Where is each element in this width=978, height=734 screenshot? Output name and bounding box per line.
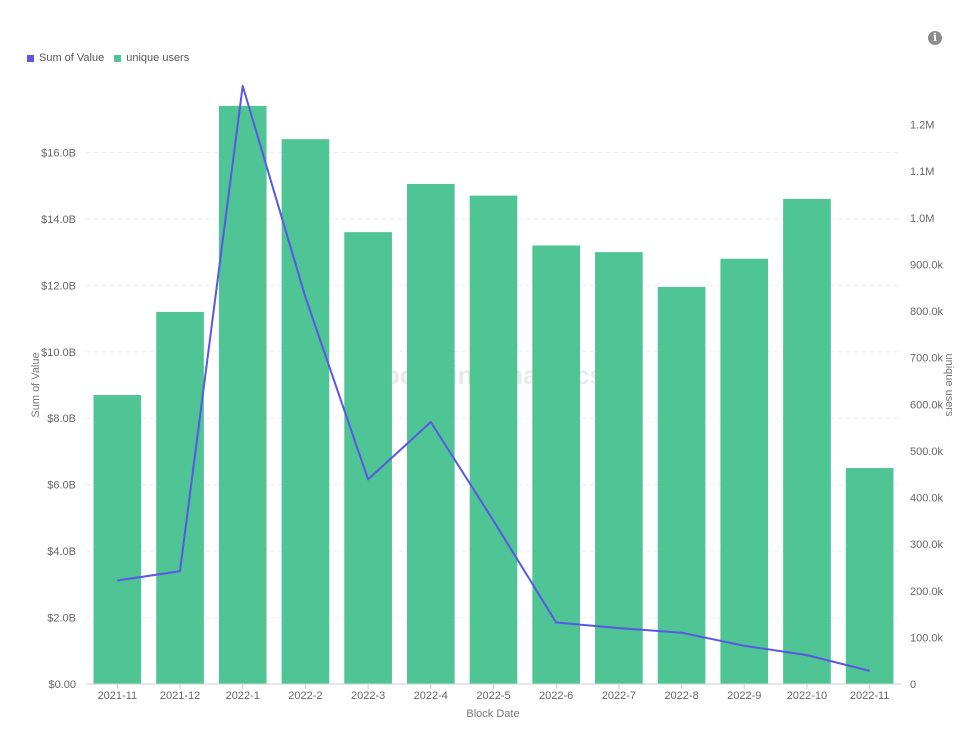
x-tick-label: 2022-5 — [476, 690, 510, 702]
left-tick-label: $0.00 — [48, 679, 76, 691]
legend-label-unique-users: unique users — [126, 52, 190, 64]
legend: Sum of Value unique users — [27, 52, 189, 64]
x-axis-ticks: 2021-11 2021-12 2022-1 2022-2 2022-3 2022-4 20… — [98, 684, 890, 702]
x-tick-label: 2022-9 — [727, 690, 761, 702]
x-axis-title: Block Date — [466, 708, 519, 720]
legend-item-sum-of-value[interactable]: Sum of Value — [27, 52, 104, 64]
right-tick-label: 0 — [910, 679, 916, 691]
legend-swatch-sum-of-value — [27, 54, 34, 62]
right-axis-title: unique users — [943, 354, 955, 417]
line-series — [117, 84, 870, 672]
x-tick-label: 2022-4 — [414, 690, 448, 702]
bar-2022-7[interactable] — [595, 252, 643, 684]
bar-2022-9[interactable] — [720, 258, 769, 684]
line-sum-of-value[interactable] — [117, 84, 870, 672]
left-tick-label: $4.0B — [47, 546, 76, 558]
right-tick-label: 900.0k — [910, 259, 944, 271]
bar-2022-1[interactable] — [218, 105, 267, 684]
bar-2022-5[interactable] — [469, 195, 518, 684]
info-icon[interactable]: i — [928, 31, 942, 45]
right-tick-label: 1.0M — [910, 213, 934, 225]
left-tick-label: $8.0B — [47, 413, 76, 425]
left-tick-label: $12.0B — [41, 280, 76, 292]
left-tick-label: $16.0B — [41, 147, 76, 159]
x-tick-label: 2021-11 — [98, 690, 138, 702]
bar-2022-2[interactable] — [281, 139, 330, 685]
right-tick-label: 700.0k — [910, 353, 944, 365]
bars — [93, 105, 894, 685]
right-tick-label: 200.0k — [910, 586, 944, 598]
right-axis-ticks: 0 100.0k 200.0k 300.0k 400.0k 500.0k 600.0k 700… — [910, 120, 944, 691]
x-tick-label: 2021-12 — [160, 690, 200, 702]
legend-item-unique-users[interactable]: unique users — [114, 52, 189, 64]
x-tick-label: 2022-11 — [850, 690, 890, 702]
bar-2021-12[interactable] — [156, 311, 204, 684]
left-tick-label: $6.0B — [47, 480, 76, 492]
bar-2022-8[interactable] — [657, 286, 706, 684]
legend-swatch-unique-users — [114, 54, 122, 62]
legend-label-sum-of-value: Sum of Value — [39, 52, 105, 64]
right-tick-label: 600.0k — [910, 399, 944, 411]
bar-2022-10[interactable] — [783, 198, 831, 684]
x-tick-label: 2022-2 — [288, 690, 322, 702]
bar-2021-11[interactable] — [93, 394, 142, 684]
bar-2022-3[interactable] — [344, 232, 392, 684]
left-tick-label: $10.0B — [41, 347, 76, 359]
left-tick-label: $14.0B — [41, 214, 76, 226]
x-tick-label: 2022-7 — [602, 690, 636, 702]
left-axis-ticks: $0.00 $2.0B $4.0B $6.0B $8.0B $10.0B $12.0B $14… — [41, 147, 76, 691]
right-tick-label: 1.2M — [910, 120, 934, 132]
right-tick-label: 100.0k — [910, 632, 944, 644]
right-tick-label: 1.1M — [910, 166, 934, 178]
x-tick-label: 2022-10 — [787, 690, 827, 702]
x-tick-label: 2022-6 — [539, 690, 573, 702]
right-tick-label: 500.0k — [910, 446, 944, 458]
right-tick-label: 300.0k — [910, 539, 944, 551]
left-axis-title: Sum of Value — [30, 352, 42, 417]
x-tick-label: 2022-3 — [351, 690, 385, 702]
right-tick-label: 800.0k — [910, 306, 944, 318]
left-tick-label: $2.0B — [47, 613, 76, 625]
x-tick-label: 2022-1 — [226, 690, 260, 702]
bar-2022-4[interactable] — [406, 184, 455, 684]
right-tick-label: 400.0k — [910, 493, 944, 505]
x-tick-label: 2022-8 — [664, 690, 698, 702]
bar-2022-6[interactable] — [532, 245, 581, 684]
bar-2022-11[interactable] — [845, 468, 894, 684]
